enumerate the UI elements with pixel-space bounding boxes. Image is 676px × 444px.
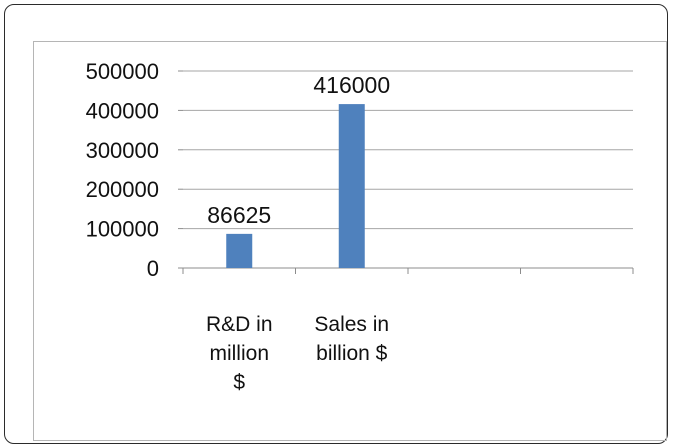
x-category-label: Sales in [314, 313, 389, 336]
x-category-label: R&D in [206, 313, 273, 336]
y-tick-label: 200000 [86, 177, 159, 202]
bar [226, 233, 253, 268]
y-tick-label: 100000 [86, 217, 159, 242]
y-tick-label: 300000 [86, 138, 159, 163]
data-label: 416000 [313, 72, 390, 98]
y-tick-label: 500000 [86, 59, 159, 84]
bar [338, 104, 365, 268]
bar-layer [226, 104, 365, 268]
grid-layer [183, 70, 633, 230]
label-layer: 0 100000 200000 300000 400000 500000 86625 R&D … [86, 59, 391, 394]
x-category-label: million [209, 342, 269, 365]
data-label: 86625 [207, 202, 271, 228]
axis-layer [178, 70, 634, 274]
x-category-label: billion $ [316, 342, 388, 365]
y-tick-label: 0 [147, 256, 159, 281]
bar-chart: 0 100000 200000 300000 400000 500000 86625 R&D … [86, 59, 634, 394]
x-category-label: $ [233, 371, 245, 394]
y-tick-label: 400000 [86, 98, 159, 123]
